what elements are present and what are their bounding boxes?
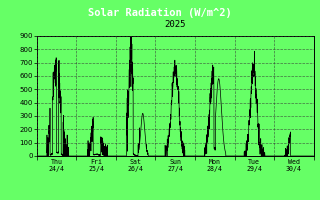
Text: 2025: 2025 xyxy=(164,20,186,29)
Text: Solar Radiation (W/m^2): Solar Radiation (W/m^2) xyxy=(88,8,232,18)
